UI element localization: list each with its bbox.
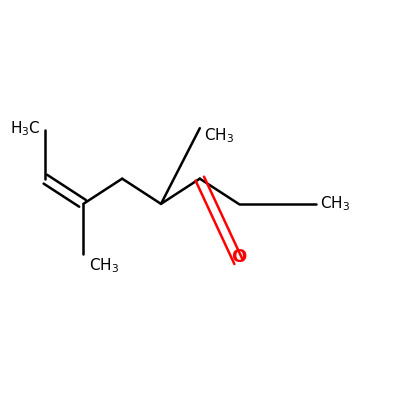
Text: CH$_3$: CH$_3$ [320, 194, 350, 213]
Text: H$_3$C: H$_3$C [10, 119, 41, 138]
Text: O: O [231, 248, 246, 266]
Text: CH$_3$: CH$_3$ [204, 126, 234, 145]
Text: CH$_3$: CH$_3$ [89, 256, 119, 275]
